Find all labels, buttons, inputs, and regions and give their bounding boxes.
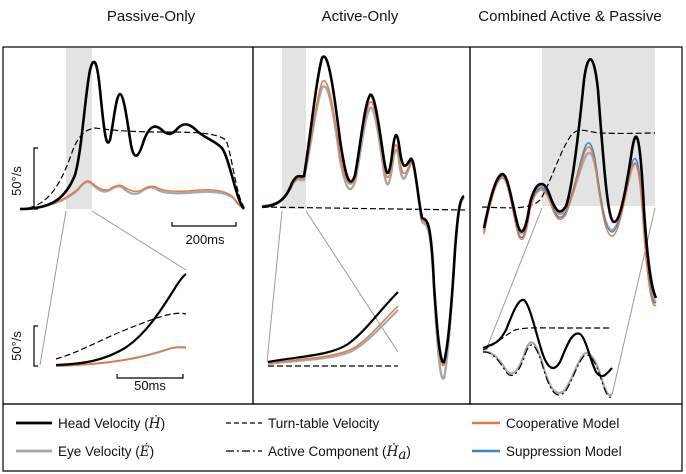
passive-inset-time-scale-bar xyxy=(116,374,184,379)
legend-frame xyxy=(2,403,683,472)
combined-inset-head-velocity xyxy=(482,298,613,378)
passive-eye-velocity xyxy=(19,180,245,211)
zoom-guide-passive-left xyxy=(39,210,67,366)
passive-velocity-scale-bar xyxy=(33,147,38,210)
passive-inset-head-velocity xyxy=(55,273,187,367)
zoom-guide-combined-left xyxy=(485,207,543,351)
legend-head-label: Head Velocity (Ḣ) xyxy=(58,415,165,432)
legend-eye-label: Eye Velocity (Ė) xyxy=(58,443,154,460)
passive-turntable-velocity xyxy=(19,127,245,210)
passive-inset-turntable-velocity xyxy=(55,312,187,360)
legend-cooperative-label: Cooperative Model xyxy=(506,416,619,431)
legend-suppression-label: Suppression Model xyxy=(506,444,622,459)
panel-title-combined: Combined Active & Passive xyxy=(478,8,661,25)
panel-title-active: Active-Only xyxy=(322,8,399,25)
combined-head-velocity xyxy=(482,58,658,299)
combined-cooperative-model xyxy=(483,146,657,307)
legend-turntable-label: Turn-table Velocity xyxy=(268,416,380,431)
active-turntable-velocity xyxy=(261,206,466,211)
panel-title-passive: Passive-Only xyxy=(107,8,196,25)
passive-cooperative-model xyxy=(19,180,245,210)
highlight-region-active xyxy=(282,48,306,209)
passive-inset-velocity-scale-label: 50°/s xyxy=(9,331,24,361)
passive-time-scale-bar xyxy=(171,222,237,227)
passive-inset-cooperative-model xyxy=(55,346,187,367)
passive-inset-time-scale-label: 50ms xyxy=(134,378,166,393)
zoom-guide-active-right xyxy=(305,210,399,353)
zoom-guide-combined-right xyxy=(611,207,656,396)
zoom-guide-passive-right xyxy=(91,210,187,271)
passive-head-velocity xyxy=(19,60,246,211)
active-inset-head-velocity xyxy=(267,291,399,364)
legend-active-label: Active Component (Ḣa) xyxy=(268,443,411,463)
combined-inset-active-component xyxy=(482,344,613,398)
zoom-guide-active-left xyxy=(266,210,283,363)
active-inset-cooperative-model xyxy=(267,305,399,364)
active-head-velocity xyxy=(261,55,465,364)
combined-inset-turntable-velocity xyxy=(482,327,612,351)
passive-velocity-scale-label: 50°/s xyxy=(9,166,24,196)
passive-inset-velocity-scale-bar xyxy=(33,325,38,367)
combined-inset-eye-velocity xyxy=(482,341,613,397)
active-inset-eye-velocity xyxy=(267,309,399,366)
passive-time-scale-label: 200ms xyxy=(185,232,225,247)
